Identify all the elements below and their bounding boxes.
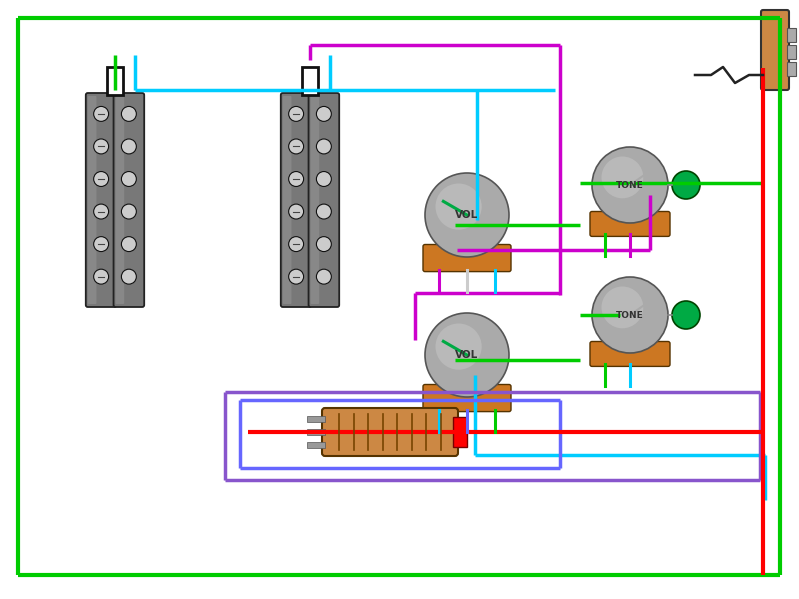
FancyBboxPatch shape (88, 96, 97, 304)
Text: VOL: VOL (455, 350, 479, 360)
FancyBboxPatch shape (113, 93, 144, 307)
FancyBboxPatch shape (423, 385, 511, 412)
Circle shape (288, 171, 304, 186)
Circle shape (121, 237, 137, 252)
Circle shape (93, 107, 109, 122)
FancyBboxPatch shape (590, 341, 670, 367)
Bar (453, 418, 467, 447)
FancyBboxPatch shape (308, 93, 340, 307)
Bar (307, 442, 325, 448)
FancyBboxPatch shape (116, 96, 124, 304)
Circle shape (435, 183, 482, 229)
Bar (787, 45, 796, 59)
Circle shape (288, 269, 304, 284)
Text: TONE: TONE (616, 180, 644, 189)
Circle shape (425, 173, 509, 257)
Circle shape (672, 301, 700, 329)
Circle shape (93, 139, 109, 154)
Bar (302, 67, 318, 95)
Circle shape (93, 237, 109, 252)
Circle shape (316, 107, 332, 122)
Circle shape (288, 107, 304, 122)
Circle shape (288, 237, 304, 252)
Circle shape (672, 171, 700, 199)
Circle shape (316, 269, 332, 284)
Circle shape (316, 139, 332, 154)
Text: TONE: TONE (616, 310, 644, 319)
Circle shape (425, 313, 509, 397)
Circle shape (592, 277, 668, 353)
Bar (787, 62, 796, 76)
Circle shape (121, 204, 137, 219)
FancyBboxPatch shape (761, 10, 789, 90)
Circle shape (93, 171, 109, 186)
Circle shape (93, 204, 109, 219)
Circle shape (592, 147, 668, 223)
Circle shape (316, 237, 332, 252)
Circle shape (288, 204, 304, 219)
Circle shape (121, 139, 137, 154)
FancyBboxPatch shape (322, 408, 458, 456)
Bar (787, 28, 796, 42)
FancyBboxPatch shape (423, 244, 511, 271)
FancyBboxPatch shape (283, 96, 292, 304)
Circle shape (435, 323, 482, 370)
FancyBboxPatch shape (311, 96, 320, 304)
FancyBboxPatch shape (85, 93, 117, 307)
Bar (307, 416, 325, 422)
Circle shape (121, 171, 137, 186)
FancyBboxPatch shape (280, 93, 312, 307)
Circle shape (316, 171, 332, 186)
FancyBboxPatch shape (590, 211, 670, 237)
Circle shape (316, 204, 332, 219)
Circle shape (288, 139, 304, 154)
Circle shape (121, 269, 137, 284)
Circle shape (121, 107, 137, 122)
Bar (307, 429, 325, 435)
Bar (107, 67, 123, 95)
Circle shape (602, 156, 643, 198)
Text: VOL: VOL (455, 210, 479, 220)
Circle shape (602, 286, 643, 328)
Circle shape (93, 269, 109, 284)
